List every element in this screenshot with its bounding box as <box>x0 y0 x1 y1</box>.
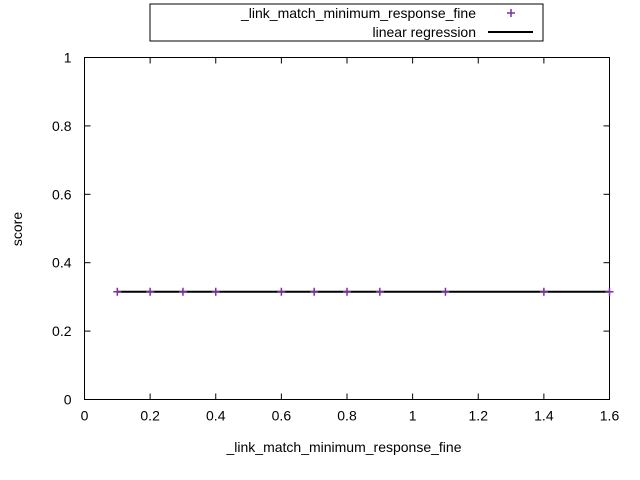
x-tick-label: 1.6 <box>600 408 620 424</box>
legend-entry-points-label: _link_match_minimum_response_fine <box>240 5 476 21</box>
x-tick-label: 0.6 <box>272 408 292 424</box>
x-tick-label: 0.8 <box>337 408 357 424</box>
y-tick-label: 0.2 <box>52 323 72 339</box>
series-layer <box>113 287 614 296</box>
x-tick-label: 1 <box>409 408 417 424</box>
legend-entry-points-marker <box>507 9 515 17</box>
data-point <box>539 287 548 296</box>
data-point <box>277 287 286 296</box>
x-tick-label: 1.4 <box>534 408 554 424</box>
legend-plus-marker <box>507 9 515 17</box>
y-tick-label: 0.6 <box>52 186 72 202</box>
data-point <box>178 287 187 296</box>
data-point <box>375 287 384 296</box>
x-tick-label: 0 <box>81 408 89 424</box>
data-point <box>310 287 319 296</box>
x-axis-label: _link_match_minimum_response_fine <box>225 439 461 455</box>
data-point <box>605 287 614 296</box>
y-axis: 0 0.2 0.4 0.6 0.8 1 <box>52 50 610 408</box>
x-tick-label: 0.4 <box>206 408 226 424</box>
y-tick-label: 1 <box>64 50 72 66</box>
x-tick-label: 1.2 <box>469 408 489 424</box>
x-tick-label: 0.2 <box>140 408 160 424</box>
data-point <box>343 287 351 296</box>
data-point <box>211 287 220 296</box>
legend-box <box>149 3 544 42</box>
x-axis: 0 0.2 0.4 0.6 0.8 1 1.2 1.4 1.6 <box>81 57 620 424</box>
legend-entry-regression-label: linear regression <box>373 24 477 40</box>
legend: _link_match_minimum_response_fine linear… <box>149 3 544 42</box>
y-tick-label: 0.4 <box>52 255 72 271</box>
data-point <box>441 287 450 296</box>
y-tick-label: 0.8 <box>52 118 72 134</box>
data-point <box>113 287 122 296</box>
data-point <box>146 287 155 296</box>
plot-frame <box>84 57 610 400</box>
y-axis-label: score <box>9 212 25 246</box>
y-tick-label: 0 <box>64 392 72 408</box>
